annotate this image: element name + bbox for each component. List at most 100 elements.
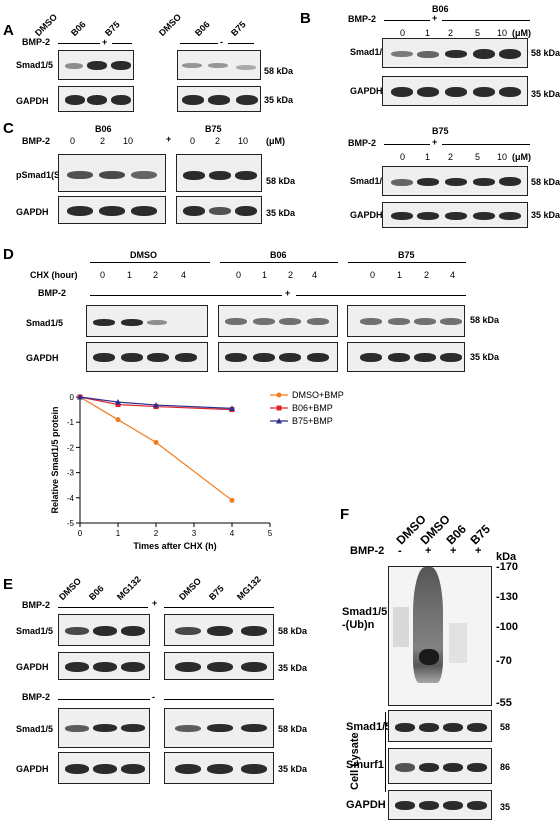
conc-label: 0: [400, 28, 406, 38]
group-label: B75: [398, 250, 415, 260]
y-tick-label: -1: [67, 418, 75, 427]
legend-marker: [276, 405, 282, 411]
bmp-sign: +: [166, 134, 172, 144]
conc-label: 2: [448, 152, 454, 162]
ubiquitin-blot: [388, 566, 492, 706]
conc-label: 1: [425, 28, 431, 38]
bmp-label: BMP-2: [22, 600, 51, 610]
lane-label: B75: [102, 19, 122, 38]
legend-label: B75+BMP: [292, 416, 333, 426]
x-tick-label: 4: [230, 529, 235, 538]
western-blot: [58, 50, 134, 80]
western-blot: [177, 50, 261, 80]
data-point: [229, 497, 235, 503]
unit-label: (μM): [266, 136, 285, 146]
bmp-line: [384, 144, 430, 145]
y-axis-label: Relative Smad1/5 protein: [50, 406, 60, 513]
kda-label: 35 kDa: [531, 89, 560, 99]
bmp-sign: +: [432, 137, 438, 147]
conc-label: 5: [475, 152, 481, 162]
chart-series: [77, 394, 235, 503]
kda-label: 35 kDa: [264, 95, 294, 105]
row-label: GAPDH: [346, 799, 386, 811]
kda-label: 58 kDa: [531, 48, 560, 58]
lane-label: B06: [86, 583, 106, 602]
data-point: [153, 439, 159, 445]
x-axis-label: Times after CHX (h): [133, 541, 216, 551]
western-blot: [177, 86, 261, 112]
data-point: [115, 402, 121, 408]
panel-label-e: E: [3, 576, 14, 593]
lane-label: B75: [206, 583, 226, 602]
bmp-sign: +: [425, 545, 432, 557]
chart-legend: DMSO+BMP B06+BMP B75+BMP: [270, 390, 344, 426]
bmp-label: BMP-2: [22, 136, 51, 146]
conc-label: 10: [123, 136, 134, 146]
bmp-line: [164, 607, 274, 608]
lane-label: DMSO: [32, 11, 60, 38]
x-tick-label: 2: [154, 529, 159, 538]
western-blot: [382, 202, 528, 228]
lane-label: DMSO: [56, 575, 84, 602]
kda-header: kDa: [496, 551, 517, 563]
y-tick-label: -2: [67, 443, 75, 452]
marker-label: -100: [496, 621, 519, 633]
conc-label: 5: [475, 28, 481, 38]
legend-marker: [276, 418, 282, 424]
conc-label: 10: [497, 28, 508, 38]
group-label: DMSO: [130, 250, 157, 260]
western-blot: [347, 305, 465, 337]
western-blot: [58, 752, 150, 784]
time-label: 4: [181, 270, 187, 280]
bmp-line: [58, 43, 100, 44]
bmp-sign: +: [152, 598, 158, 608]
data-point: [153, 402, 159, 408]
western-blot: [86, 342, 208, 372]
conc-label: 1: [425, 152, 431, 162]
western-blot: [347, 342, 465, 372]
lane-label: B06: [68, 19, 88, 38]
kda-label: 58 kDa: [470, 315, 500, 325]
y-tick-label: -5: [67, 519, 75, 528]
group-line: [220, 262, 338, 263]
western-blot: [164, 614, 274, 646]
kda-label: 58 kDa: [531, 177, 560, 187]
series-line: [79, 396, 233, 411]
bmp-line: [228, 43, 254, 44]
lane-label: DMSO: [176, 575, 204, 602]
compound-label: B75: [432, 126, 449, 136]
western-blot: [382, 76, 528, 106]
kda-label: 58 kDa: [278, 626, 308, 636]
ub-label: Smad1/5 -(Ub)n: [342, 606, 388, 631]
bmp-sign: +: [285, 288, 291, 298]
time-label: 1: [127, 270, 133, 280]
data-point: [115, 399, 121, 405]
bmp-sign: -: [220, 37, 223, 47]
kda-label: 86: [500, 762, 511, 772]
conc-label: 0: [190, 136, 196, 146]
row-label: GAPDH: [16, 764, 49, 774]
bmp-label: BMP-2: [350, 545, 385, 557]
group-line: [348, 262, 466, 263]
kda-label: 35: [500, 802, 511, 812]
marker-label: -55: [496, 697, 512, 709]
bmp-sign: +: [450, 545, 457, 557]
western-blot: [58, 196, 166, 224]
y-tick-label: 0: [70, 393, 75, 402]
row-label: Smurf1: [346, 759, 384, 771]
western-blot: [176, 196, 262, 224]
x-tick-label: 3: [192, 529, 197, 538]
data-point: [229, 405, 235, 411]
bmp-line: [384, 20, 430, 21]
marker-label: -130: [496, 591, 519, 603]
series-line: [79, 396, 233, 409]
bmp-sign: +: [432, 13, 438, 23]
western-blot: [164, 752, 274, 784]
time-label: 0: [370, 270, 376, 280]
y-tick-label: -4: [67, 494, 75, 503]
group-label: B06: [270, 250, 287, 260]
legend-marker: [276, 392, 282, 398]
conc-label: 2: [215, 136, 221, 146]
kda-label: 35 kDa: [266, 208, 296, 218]
